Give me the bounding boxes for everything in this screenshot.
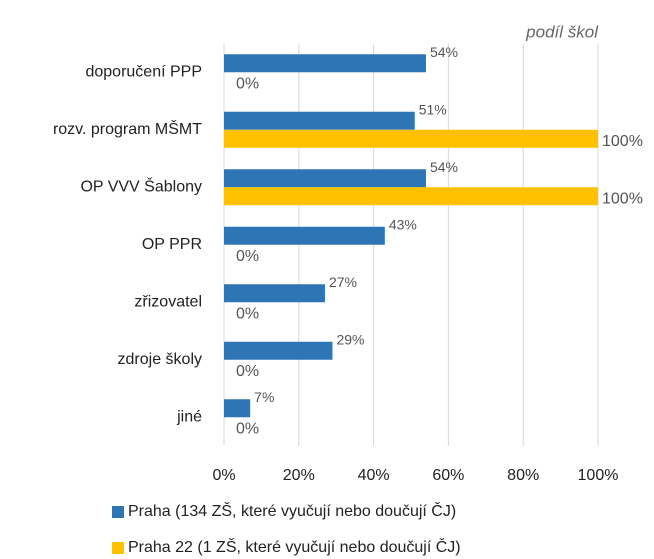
data-label: 0%	[236, 248, 259, 265]
x-tick-label: 0%	[212, 467, 235, 484]
bar	[224, 111, 415, 130]
y-tick-label: rozv. program MŠMT	[53, 119, 202, 138]
legend-swatch	[112, 506, 124, 518]
data-label: 54%	[430, 44, 458, 60]
y-tick-label: zdroje školy	[118, 351, 202, 368]
y-tick-label: jiné	[176, 408, 202, 425]
data-label: 0%	[236, 75, 259, 92]
data-label: 100%	[602, 133, 643, 150]
data-label: 54%	[430, 159, 458, 175]
data-label: 43%	[389, 216, 417, 232]
data-label: 0%	[236, 305, 259, 322]
bar	[224, 399, 251, 418]
legend-swatch	[112, 542, 124, 554]
bar	[224, 341, 333, 360]
y-tick-label: zřizovatel	[134, 293, 202, 310]
bar	[224, 284, 325, 303]
y-tick-label: doporučení PPP	[85, 63, 202, 80]
data-label: 51%	[419, 101, 447, 117]
x-tick-label: 40%	[358, 467, 390, 484]
bar	[224, 226, 385, 245]
y-tick-label: OP VVV Šablony	[80, 176, 202, 195]
data-label: 0%	[236, 420, 259, 437]
y-tick-label: OP PPR	[142, 236, 202, 253]
data-label: 27%	[329, 274, 357, 290]
annotation: podíl škol	[525, 22, 599, 41]
data-label: 29%	[336, 331, 364, 347]
x-tick-label: 80%	[507, 467, 539, 484]
bar	[224, 187, 598, 206]
bar	[224, 129, 598, 148]
bar	[224, 54, 426, 73]
data-label: 0%	[236, 363, 259, 380]
legend-label: Praha (134 ZŠ, které vyučují nebo doučuj…	[128, 501, 456, 520]
data-label: 100%	[602, 190, 643, 207]
data-label: 7%	[254, 389, 274, 405]
x-tick-label: 100%	[578, 467, 619, 484]
x-tick-label: 20%	[283, 467, 315, 484]
x-tick-label: 60%	[432, 467, 464, 484]
legend-label: Praha 22 (1 ZŠ, které vyučují nebo douču…	[128, 537, 461, 556]
bar	[224, 169, 426, 188]
